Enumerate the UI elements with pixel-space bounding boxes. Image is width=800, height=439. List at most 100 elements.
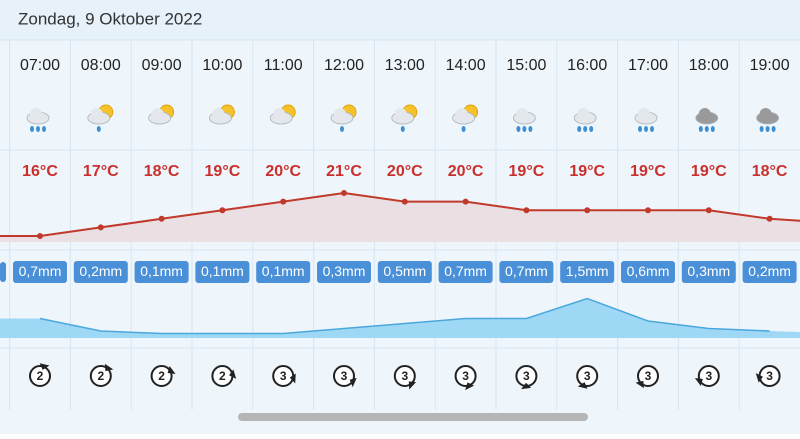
- precip-label: 0,7mm: [19, 263, 62, 279]
- wind-icon: 3: [272, 365, 296, 387]
- hour-label: 19:00: [750, 57, 790, 74]
- temp-label: 18°C: [752, 163, 788, 180]
- hour-label: 12:00: [324, 57, 364, 74]
- wind-icon: 3: [635, 365, 659, 389]
- wind-icon: 3: [333, 365, 357, 388]
- precip-pill: [73, 261, 128, 283]
- wind-force: 3: [401, 369, 408, 383]
- temp-point: [37, 233, 43, 239]
- wind-icon: 2: [29, 363, 51, 387]
- wind-force: 3: [766, 369, 773, 383]
- wind-icon: 3: [515, 365, 538, 390]
- hour-label: 11:00: [264, 57, 303, 74]
- precip-pill: [438, 261, 493, 283]
- precip-label: 0,7mm: [505, 263, 548, 279]
- raindrop: [771, 126, 776, 132]
- precip-pill: [377, 261, 432, 283]
- precip-pill: [256, 261, 311, 283]
- weather-icon: [452, 104, 479, 132]
- precip-label: 1,5mm: [566, 263, 609, 279]
- temp-area: [0, 193, 800, 242]
- raindrop: [340, 126, 344, 132]
- raindrop: [698, 126, 703, 132]
- raindrop: [96, 126, 101, 132]
- wind-arrow: [465, 382, 475, 391]
- wind-arrow: [104, 363, 114, 372]
- wind-arrow: [289, 373, 296, 384]
- raindrop: [759, 126, 764, 132]
- raindrop: [638, 126, 642, 132]
- precip-label: 0,2mm: [79, 263, 122, 279]
- weather-icon: [573, 108, 597, 132]
- temp-label: 20°C: [265, 163, 301, 180]
- raindrop: [42, 126, 46, 132]
- temp-label: 18°C: [144, 163, 180, 180]
- temp-point: [97, 224, 104, 231]
- weather-icon: [513, 108, 536, 132]
- precip-area: [0, 298, 800, 338]
- wind-force: 3: [280, 369, 287, 383]
- wind-icon: 3: [755, 365, 781, 387]
- hour-label: 07:00: [20, 57, 60, 74]
- hour-label: 15:00: [506, 57, 546, 74]
- wind-force: 2: [97, 369, 104, 383]
- weather-icon: [634, 108, 658, 132]
- precip-pill: [134, 261, 189, 283]
- precip-label: 0,7mm: [444, 263, 487, 279]
- raindrop: [704, 126, 709, 132]
- cloud: [455, 108, 468, 120]
- wind-force: 3: [523, 369, 530, 383]
- wind-force: 3: [462, 369, 469, 383]
- wind-arrow: [521, 382, 532, 390]
- wind-arrow: [635, 380, 644, 389]
- raindrop: [516, 126, 521, 132]
- temp-point: [280, 198, 287, 205]
- temp-line-edge: [769, 217, 800, 222]
- hour-label: 14:00: [446, 57, 486, 74]
- hour-label: 08:00: [81, 57, 121, 74]
- raindrop: [589, 126, 594, 132]
- raindrop: [522, 126, 527, 132]
- precip-label: 0,6mm: [627, 263, 670, 279]
- raindrop: [461, 126, 466, 132]
- header-title: Zondag, 9 Oktober 2022: [18, 9, 202, 28]
- wind-icon: 2: [211, 365, 237, 387]
- raindrop: [765, 126, 770, 132]
- temp-point: [645, 207, 651, 214]
- scrollbar[interactable]: [238, 413, 588, 421]
- wind-ring: [29, 365, 51, 387]
- raindrop: [36, 126, 40, 132]
- temp-point: [158, 215, 165, 222]
- precip-label: 0,2mm: [748, 263, 791, 279]
- raindrop: [30, 126, 34, 132]
- cloud: [212, 108, 225, 120]
- precip-line: [39, 297, 770, 335]
- precip-label: 0,1mm: [201, 263, 244, 279]
- temp-label: 20°C: [448, 163, 484, 180]
- temp-label: 19°C: [509, 163, 545, 180]
- wind-icon: 3: [576, 365, 599, 389]
- temp-label: 19°C: [691, 163, 727, 180]
- wind-arrow: [167, 366, 176, 374]
- temp-label: 19°C: [569, 163, 605, 180]
- wind-arrow: [577, 382, 588, 389]
- raindrop: [528, 126, 533, 132]
- cloud: [273, 108, 286, 120]
- wind-ring: [576, 365, 599, 387]
- raindrop: [650, 126, 654, 132]
- weather-icon: [87, 104, 114, 132]
- cloud: [759, 108, 772, 120]
- temp-label: 21°C: [326, 163, 362, 180]
- wind-icon: 2: [150, 365, 176, 387]
- raindrop: [583, 126, 588, 132]
- cloud: [577, 108, 590, 120]
- temp-point: [341, 190, 347, 196]
- precip-pill: [499, 261, 554, 283]
- precip-pill: [560, 261, 615, 283]
- temp-point: [401, 198, 408, 205]
- hour-label: 18:00: [689, 57, 729, 74]
- wind-force: 3: [705, 369, 712, 383]
- hour-label: 17:00: [628, 57, 668, 74]
- precip-label: 0,5mm: [383, 263, 426, 279]
- cloud: [334, 108, 346, 120]
